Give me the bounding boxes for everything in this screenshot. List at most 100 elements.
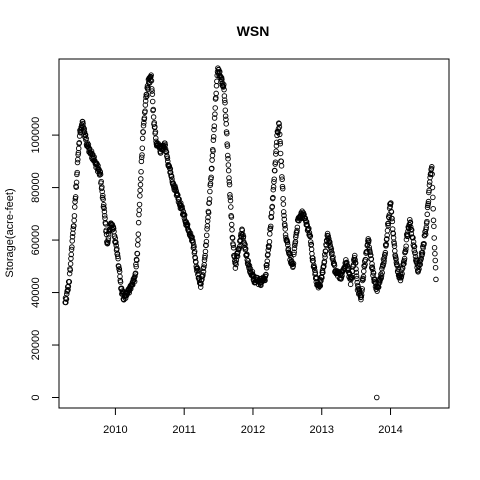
data-point	[180, 208, 187, 215]
data-point	[141, 115, 148, 121]
data-point	[263, 265, 270, 271]
data-point	[98, 178, 104, 185]
data-point	[222, 99, 228, 106]
data-point	[221, 86, 227, 93]
data-point	[310, 255, 316, 261]
data-point	[210, 137, 217, 143]
data-point	[421, 241, 427, 247]
data-point	[328, 246, 335, 252]
data-point	[242, 245, 249, 252]
data-point	[209, 157, 215, 163]
data-point	[138, 158, 145, 165]
data-point	[421, 232, 428, 239]
data-point	[384, 227, 391, 234]
data-point	[358, 294, 365, 300]
data-point	[143, 94, 149, 100]
data-point	[71, 213, 78, 219]
data-point	[101, 201, 107, 208]
data-point	[172, 185, 179, 192]
data-point	[432, 250, 438, 257]
data-point	[288, 254, 294, 260]
data-point	[138, 169, 144, 175]
data-point	[203, 238, 210, 245]
data-point	[271, 179, 277, 185]
data-point	[138, 176, 144, 182]
data-point	[74, 169, 80, 176]
data-point	[81, 126, 88, 132]
data-point	[136, 201, 143, 208]
data-point	[316, 283, 323, 290]
data-point	[227, 197, 234, 204]
data-point	[354, 275, 360, 282]
data-point	[230, 245, 237, 251]
data-point	[282, 232, 289, 238]
data-point	[246, 262, 253, 269]
data-point	[359, 286, 365, 292]
data-point	[279, 174, 285, 180]
data-point	[366, 244, 372, 250]
data-point	[388, 200, 394, 206]
data-point	[179, 206, 186, 212]
data-point	[139, 152, 145, 158]
data-point	[386, 214, 392, 221]
data-point	[68, 255, 74, 262]
data-point	[290, 260, 297, 267]
data-point	[403, 246, 409, 253]
data-point	[70, 226, 76, 232]
y-tick-label: 80000	[30, 172, 42, 203]
data-point	[228, 204, 234, 210]
x-tick-label: 2011	[172, 424, 196, 436]
x-tick-label: 2010	[103, 424, 127, 436]
data-point	[140, 129, 146, 135]
data-point	[203, 242, 209, 249]
data-point	[134, 251, 141, 257]
data-point	[226, 181, 233, 188]
data-point	[369, 264, 376, 270]
data-point	[223, 121, 229, 127]
data-point	[179, 203, 185, 210]
data-point	[401, 257, 408, 264]
outlier-point	[374, 394, 380, 401]
data-point	[181, 211, 187, 217]
data-point	[213, 90, 219, 97]
data-point	[389, 218, 396, 225]
data-point	[195, 268, 201, 274]
data-point	[352, 257, 358, 263]
data-point	[389, 215, 395, 222]
data-point	[181, 212, 188, 218]
data-point	[214, 78, 220, 85]
data-point	[97, 171, 104, 178]
x-axis: 2010 2011 2012 2013 2014	[103, 407, 403, 436]
data-point	[149, 86, 155, 92]
data-point	[367, 249, 373, 256]
data-point	[137, 181, 144, 188]
data-point	[301, 211, 307, 218]
data-point	[232, 265, 239, 271]
data-point	[149, 91, 156, 97]
data-point	[220, 84, 227, 90]
data-point	[162, 142, 168, 148]
data-point	[73, 179, 80, 186]
data-point	[211, 115, 218, 121]
data-point	[270, 194, 276, 201]
data-point	[325, 233, 331, 239]
data-point	[318, 277, 324, 284]
data-point	[425, 200, 431, 207]
data-point	[68, 246, 75, 253]
data-point	[131, 278, 138, 285]
data-point	[227, 192, 233, 198]
data-point	[205, 209, 212, 216]
data-point	[137, 187, 143, 194]
data-point	[150, 114, 157, 120]
data-point	[228, 221, 235, 228]
data-point	[268, 223, 274, 230]
data-point	[67, 267, 74, 273]
data-point	[117, 279, 124, 285]
data-point	[149, 88, 155, 94]
data-point	[307, 239, 314, 245]
data-point	[258, 282, 264, 289]
data-point	[426, 179, 433, 185]
data-point	[403, 236, 410, 243]
data-point	[331, 260, 337, 267]
